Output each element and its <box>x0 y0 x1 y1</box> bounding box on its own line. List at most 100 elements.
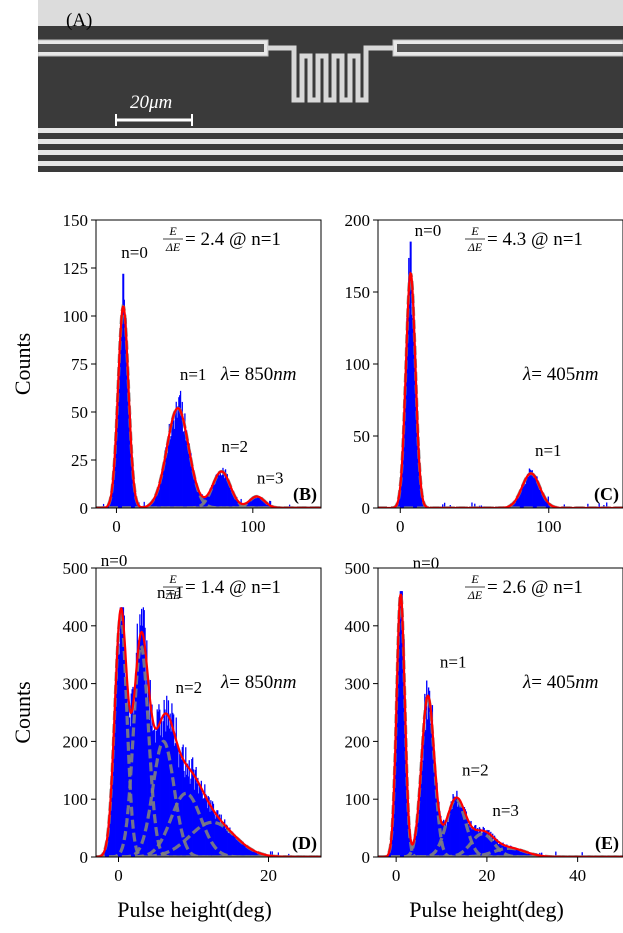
histogram-bar <box>210 800 212 857</box>
histogram-bar <box>127 704 129 857</box>
histogram-bar <box>250 499 252 508</box>
histogram-bar <box>229 827 231 857</box>
histogram-bar <box>146 640 148 857</box>
peak-label: n=2 <box>176 678 203 697</box>
histogram-bar <box>532 474 534 508</box>
histogram-bar <box>425 730 427 857</box>
histogram-bar <box>163 699 165 857</box>
histogram-bar <box>259 496 261 508</box>
histogram-bar <box>165 731 167 857</box>
y-tick-label: 150 <box>345 283 371 302</box>
histogram-bar <box>443 819 445 857</box>
histogram-bar <box>476 829 478 857</box>
histogram-bar <box>218 814 221 857</box>
histogram-bar <box>456 790 458 857</box>
histogram-bar <box>406 317 408 508</box>
histogram-bar <box>545 500 548 508</box>
histogram-bar <box>487 830 489 857</box>
histogram-bar <box>114 457 116 508</box>
histogram-bar <box>133 713 135 857</box>
histogram-bar <box>540 487 542 508</box>
histogram-bar <box>266 501 268 508</box>
histogram-bar <box>426 680 428 857</box>
histogram-bar <box>563 504 565 508</box>
histogram-bar <box>237 841 240 857</box>
histogram-bar <box>581 852 583 857</box>
histogram-bar <box>530 470 532 508</box>
y-tick-label: 0 <box>362 848 371 867</box>
histogram-bar <box>462 811 465 857</box>
histogram-bar <box>119 359 121 508</box>
histogram-bar <box>177 406 179 508</box>
histogram-bar <box>105 843 107 857</box>
histogram-bar <box>255 497 257 508</box>
histogram-bar <box>198 785 201 857</box>
histogram-bar <box>158 487 160 508</box>
histogram-bar <box>186 440 189 508</box>
histogram-bar <box>188 443 190 508</box>
histogram-bar <box>501 845 503 857</box>
histogram-bar <box>212 481 215 508</box>
histogram-bar <box>405 372 407 508</box>
histogram-bar <box>173 420 175 508</box>
histogram-bar <box>196 783 198 857</box>
histogram-bar <box>244 844 247 857</box>
y-tick-label: 75 <box>71 355 88 374</box>
histogram-bar <box>399 490 402 508</box>
y-tick-label: 100 <box>63 307 89 326</box>
histogram-bar <box>208 493 210 508</box>
histogram-bar <box>252 496 254 508</box>
histogram-bar <box>209 488 211 508</box>
histogram-bar <box>225 473 228 508</box>
histogram-bar <box>117 368 119 508</box>
histogram-bar <box>398 493 401 508</box>
peak-label: n=2 <box>462 761 489 780</box>
histogram-bar <box>486 829 488 857</box>
x-tick-label: 0 <box>392 866 401 885</box>
histogram-bar <box>251 496 254 508</box>
histogram-bar <box>407 317 409 508</box>
histogram-bar <box>160 735 162 857</box>
x-tick-label: 20 <box>478 866 495 885</box>
histogram-bar <box>421 744 423 857</box>
histogram-bar <box>251 848 254 857</box>
histogram-bar <box>403 424 405 508</box>
histogram-bar <box>535 475 537 508</box>
histogram-bar <box>411 318 414 508</box>
x-tick-label: 20 <box>260 866 277 885</box>
histogram-bar <box>144 627 146 857</box>
histogram-bar <box>219 824 222 857</box>
resolution-text: = 2.6 @ n=1 <box>487 577 583 598</box>
y-tick-label: 100 <box>345 790 371 809</box>
y-axis-label: Counts <box>10 681 35 743</box>
histogram-bar <box>184 777 186 857</box>
fit-component-curve <box>96 469 321 508</box>
histogram-bar <box>255 851 257 857</box>
x-tick-label: 0 <box>396 517 405 536</box>
histogram-bar <box>115 411 118 508</box>
histogram-bar <box>151 501 153 508</box>
histogram-bar <box>587 503 589 508</box>
histogram-bar <box>510 846 513 857</box>
fit-component-curve <box>96 643 321 857</box>
histogram-bar <box>232 491 234 508</box>
histogram-bar <box>173 745 176 857</box>
resolution-denominator: ΔE <box>467 588 483 602</box>
histogram-bar <box>111 764 113 857</box>
histogram-bar <box>420 758 422 857</box>
histogram-bar <box>230 833 232 857</box>
histogram-bar <box>248 502 250 508</box>
left-electrode-inner <box>38 44 264 52</box>
fit-total-curve <box>378 593 623 857</box>
histogram-bar <box>237 502 240 508</box>
histogram-bar <box>249 499 251 508</box>
histogram-bar <box>104 848 106 857</box>
histogram-bar <box>516 848 518 857</box>
histogram-bar <box>262 498 264 508</box>
histogram-bar <box>129 726 132 857</box>
histogram-bar <box>237 501 239 508</box>
histogram-bar <box>463 807 466 857</box>
histogram-bar <box>178 767 180 857</box>
histogram-bar <box>467 824 469 857</box>
y-tick-label: 500 <box>345 559 371 578</box>
